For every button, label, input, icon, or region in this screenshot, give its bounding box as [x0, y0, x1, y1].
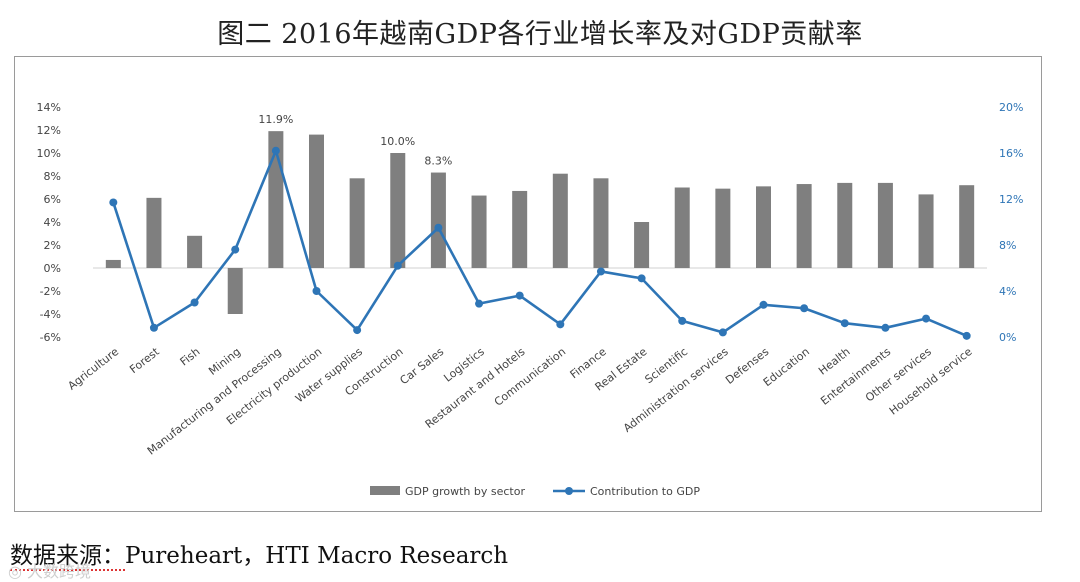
contribution-point [109, 198, 117, 206]
x-category-label: Car Sales [397, 345, 446, 387]
source-text: Pureheart，HTI Macro Research [125, 543, 508, 569]
bar-health [837, 183, 852, 268]
y-left-tick-label: 14% [37, 101, 61, 114]
contribution-point [475, 300, 483, 308]
x-category-label: Education [761, 345, 812, 389]
contribution-point [394, 262, 402, 270]
bar-construction [390, 153, 405, 268]
bar-data-label: 8.3% [424, 155, 452, 168]
watermark: ◎ 大数跨境 [8, 558, 91, 582]
x-category-label: Forest [127, 345, 162, 376]
contribution-point [841, 319, 849, 327]
contribution-point [800, 304, 808, 312]
contribution-point [556, 320, 564, 328]
contribution-point [231, 246, 239, 254]
bar-communication [553, 174, 568, 268]
y-left-tick-label: 2% [44, 239, 61, 252]
contribution-point [353, 326, 361, 334]
contribution-point [638, 274, 646, 282]
contribution-point [678, 317, 686, 325]
bar-electricity-production [309, 135, 324, 268]
y-left-tick-label: -4% [40, 308, 61, 321]
bar-data-label: 11.9% [258, 113, 293, 126]
x-category-label: Agriculture [65, 345, 121, 393]
bar-other-services [919, 194, 934, 268]
y-left-tick-label: 10% [37, 147, 61, 160]
contribution-point [313, 287, 321, 295]
bar-logistics [472, 196, 487, 268]
contribution-point [881, 324, 889, 332]
bar-water-supplies [350, 178, 365, 268]
combo-chart: 14% 12% 10% 8% 6% 4% 2% 0% -2% -4% -6% 20% 16% 12% 8% 4… [15, 57, 1041, 511]
contribution-point [719, 328, 727, 336]
y-left-tick-label: 0% [44, 262, 61, 275]
x-category-label: Entertainments [818, 345, 893, 408]
chart-frame: 14% 12% 10% 8% 6% 4% 2% 0% -2% -4% -6% 20% 16% 12% 8% 4… [14, 56, 1042, 512]
bar-scientific [675, 188, 690, 269]
bar-defenses [756, 186, 771, 268]
bar-mining [228, 268, 243, 314]
bar-agriculture [106, 260, 121, 268]
contribution-point [272, 147, 280, 155]
bar-forest [146, 198, 161, 268]
contribution-point [516, 292, 524, 300]
chart-title: 图二 2016年越南GDP各行业增长率及对GDP贡献率 [0, 12, 1080, 51]
legend-label-bars: GDP growth by sector [405, 485, 525, 498]
contribution-point [597, 267, 605, 275]
y-left-tick-label: 6% [44, 193, 61, 206]
contribution-point [922, 315, 930, 323]
y-right-tick-label: 4% [999, 285, 1016, 298]
contribution-point [191, 299, 199, 307]
contribution-point [963, 332, 971, 340]
y-right-tick-label: 8% [999, 239, 1016, 252]
y-right-tick-label: 12% [999, 193, 1023, 206]
contribution-point [760, 301, 768, 309]
contribution-point [434, 224, 442, 232]
bar-restaurant-and-hotels [512, 191, 527, 268]
x-category-label: Fish [178, 345, 203, 368]
bar-education [797, 184, 812, 268]
y-right-tick-label: 16% [999, 147, 1023, 160]
legend-swatch-marker [565, 487, 573, 495]
y-left-tick-label: 8% [44, 170, 61, 183]
x-category-label: Mining [206, 345, 243, 378]
y-left-tick-label: -2% [40, 285, 61, 298]
x-category-label: Health [816, 345, 852, 377]
legend-swatch-bars [370, 486, 400, 495]
bar-car-sales [431, 173, 446, 268]
legend-label-line: Contribution to GDP [590, 485, 700, 498]
y-left-tick-label: 12% [37, 124, 61, 137]
contribution-point [150, 324, 158, 332]
y-right-tick-label: 0% [999, 331, 1016, 344]
y-left-tick-label: 4% [44, 216, 61, 229]
x-category-label: Communication [492, 345, 568, 409]
y-left-tick-label: -6% [40, 331, 61, 344]
bar-fish [187, 236, 202, 268]
bar-administration-services [715, 189, 730, 268]
bar-data-label: 10.0% [380, 135, 415, 148]
bar-household-service [959, 185, 974, 268]
bar-finance [593, 178, 608, 268]
bar-entertainments [878, 183, 893, 268]
bar-real-estate [634, 222, 649, 268]
y-right-tick-label: 20% [999, 101, 1023, 114]
